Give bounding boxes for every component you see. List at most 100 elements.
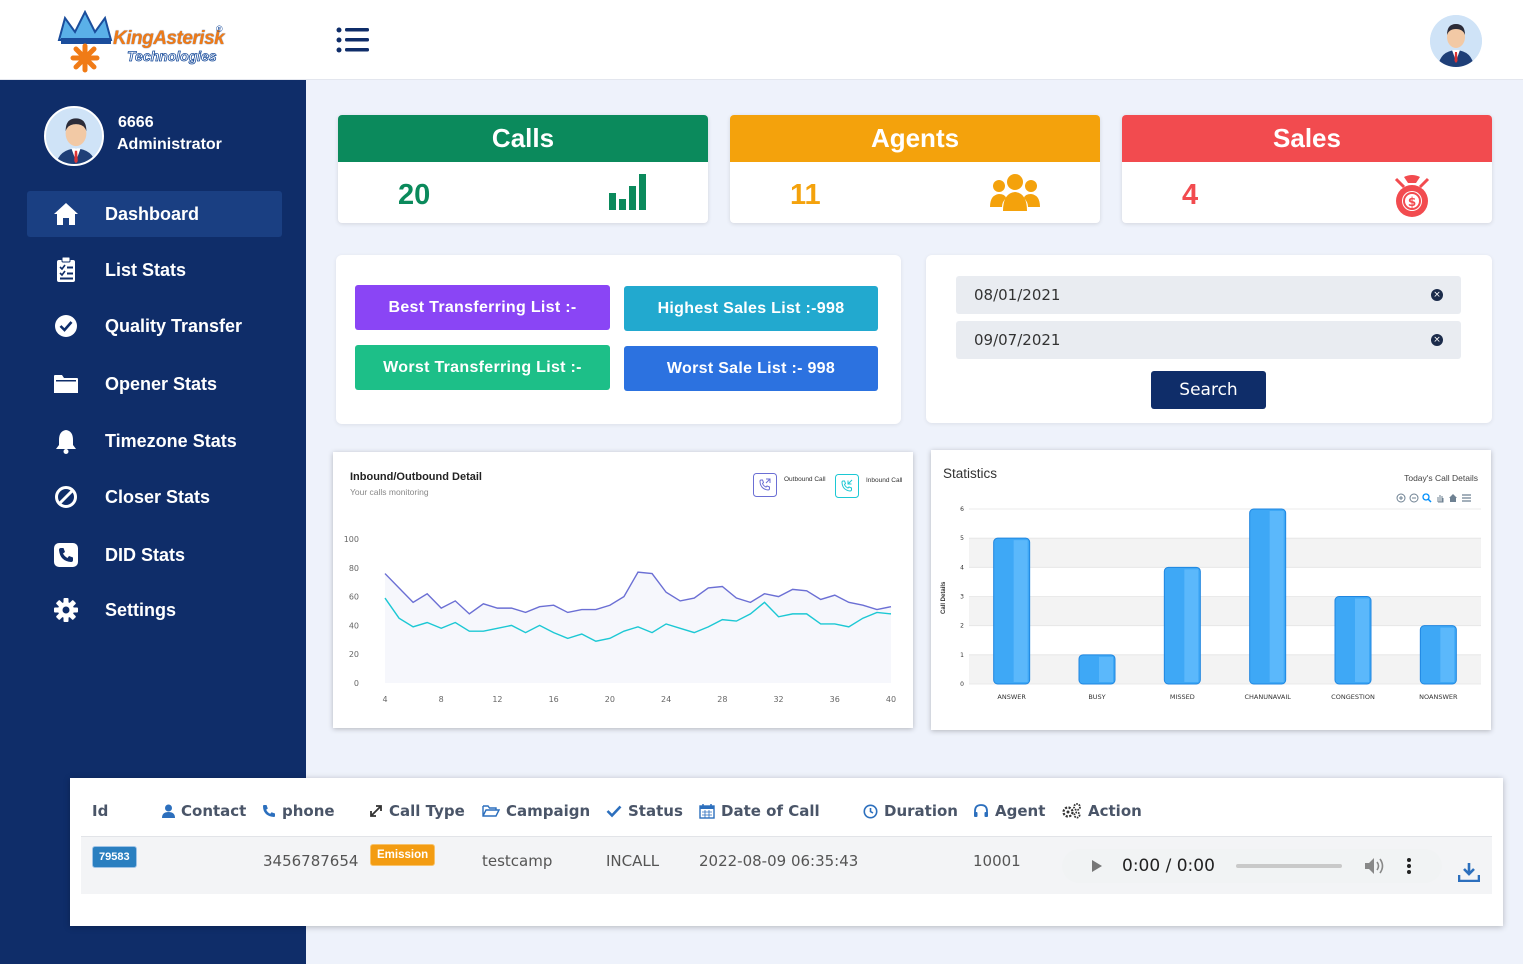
date-to-field[interactable]: 09/07/2021 × — [956, 321, 1461, 359]
x-tick-label: 4 — [382, 695, 387, 704]
bar-highlight — [1099, 656, 1113, 682]
statistics-chart-card: Statistics Today's Call Details Call Det… — [931, 450, 1491, 730]
outbound-call-icon — [753, 473, 777, 497]
svg-text:$: $ — [1408, 195, 1416, 209]
call-id-badge: 79583 — [92, 846, 137, 868]
volume-icon[interactable] — [1364, 857, 1386, 875]
column-header-campaign[interactable]: Campaign — [482, 802, 590, 820]
search-button[interactable]: Search — [1151, 371, 1266, 409]
sidebar-item-dashboard[interactable]: Dashboard — [27, 191, 282, 237]
legend-outbound[interactable]: Outbound Call — [753, 473, 826, 502]
grid-band — [969, 596, 1481, 626]
bar-chart-subtitle: Today's Call Details — [1404, 473, 1478, 483]
highest-sales-list-button[interactable]: Highest Sales List :-998 — [624, 286, 878, 331]
profile-user-id: 6666 — [118, 114, 154, 131]
x-tick-label: 36 — [830, 695, 840, 704]
sidebar-item-label: Opener Stats — [105, 373, 218, 394]
line-chart-plot: 0 20 40 60 80 100 4 8 12 16 20 24 28 32 36 40 — [344, 535, 896, 704]
date-from-value: 08/01/2021 — [974, 286, 1061, 304]
bar-chart-title: Statistics — [943, 466, 998, 481]
cogs-icon — [1062, 803, 1081, 819]
sidebar-item-closer-stats[interactable]: Closer Stats — [27, 474, 282, 520]
clear-date-to-icon[interactable]: × — [1431, 334, 1443, 346]
x-tick-label: 24 — [661, 695, 671, 704]
agents-count: 11 — [790, 179, 821, 211]
clock-icon — [863, 804, 878, 818]
reset-home-icon[interactable] — [1448, 493, 1458, 503]
column-header-action[interactable]: Action — [1062, 802, 1142, 820]
y-tick-label: 0 — [960, 681, 964, 688]
sales-count: 4 — [1182, 179, 1199, 211]
bar-chart-plot: 0 1 2 3 4 5 6 ANSWER BUSY MISSED CHANUNAVAIL CONGES… — [960, 506, 1481, 701]
worst-transferring-list-button[interactable]: Worst Transferring List :- — [355, 345, 610, 390]
logo[interactable]: KingAsterisk ® Technologies — [55, 10, 230, 74]
bar-chart-icon — [608, 173, 648, 216]
line-chart-subtitle: Your calls monitoring — [350, 487, 429, 497]
x-tick-label: 28 — [717, 695, 727, 704]
row-agent: 10001 — [973, 852, 1021, 870]
column-header-status[interactable]: Status — [606, 802, 683, 820]
column-header-phone[interactable]: phone — [262, 802, 335, 820]
home-icon — [53, 201, 79, 227]
ban-icon — [53, 484, 79, 510]
y-tick-label: 0 — [354, 679, 359, 688]
zoom-select-icon[interactable] — [1422, 493, 1432, 503]
sidebar-item-quality-transfer[interactable]: Quality Transfer — [27, 303, 282, 349]
sidebar-item-did-stats[interactable]: DID Stats — [27, 532, 282, 578]
y-tick-label: 6 — [960, 506, 964, 513]
date-from-field[interactable]: 08/01/2021 × — [956, 276, 1461, 314]
sidebar-item-label: Dashboard — [105, 203, 200, 224]
user-avatar[interactable] — [1430, 15, 1482, 67]
column-header-agent[interactable]: Agent — [973, 802, 1045, 820]
best-transferring-list-button[interactable]: Best Transferring List :- — [355, 285, 610, 330]
worst-sale-list-button[interactable]: Worst Sale List :- 998 — [624, 346, 878, 391]
sidebar-item-timezone-stats[interactable]: Timezone Stats — [27, 418, 282, 464]
registered-mark: ® — [216, 24, 223, 34]
column-header-date[interactable]: Date of Call — [699, 802, 820, 820]
y-tick-label: 40 — [349, 621, 359, 630]
menu-toggle-button[interactable] — [336, 26, 370, 54]
clipboard-list-icon — [53, 257, 79, 283]
legend-inbound[interactable]: Inbound Call — [835, 474, 903, 503]
sales-card[interactable]: Sales 4 $ — [1122, 115, 1492, 223]
live-calls-table: Id Contact phone Call Type Campaign Stat… — [70, 778, 1503, 926]
pan-hand-icon[interactable] — [1435, 493, 1445, 503]
grid-band — [969, 654, 1481, 684]
sidebar-item-settings[interactable]: Settings — [27, 587, 282, 633]
folder-icon — [53, 371, 79, 397]
download-icon[interactable] — [1458, 862, 1480, 882]
bar-highlight — [1355, 598, 1369, 682]
agents-card-title: Agents — [730, 115, 1100, 162]
x-tick-label: 12 — [492, 695, 502, 704]
play-icon[interactable] — [1091, 859, 1103, 873]
audio-progress-track[interactable] — [1235, 864, 1342, 868]
crown-logo-icon — [57, 10, 113, 73]
more-options-icon[interactable] — [1406, 857, 1412, 875]
column-header-contact[interactable]: Contact — [162, 802, 246, 820]
series-line-outbound — [384, 571, 892, 615]
hamburger-icon — [336, 27, 369, 53]
inbound-call-icon — [835, 474, 859, 498]
audio-time: 0:00 / 0:00 — [1122, 856, 1215, 876]
sidebar-item-label: Settings — [105, 599, 177, 620]
y-tick-label: 1 — [960, 652, 964, 659]
sidebar-item-opener-stats[interactable]: Opener Stats — [27, 361, 282, 407]
zoom-in-icon[interactable] — [1396, 493, 1406, 503]
zoom-out-icon[interactable] — [1409, 493, 1419, 503]
calls-card[interactable]: Calls 20 — [338, 115, 708, 223]
row-status: INCALL — [606, 852, 660, 870]
clear-date-from-icon[interactable]: × — [1431, 289, 1443, 301]
column-header-id[interactable]: Id — [92, 802, 109, 820]
row-date: 2022-08-09 06:35:43 — [699, 852, 859, 870]
column-header-duration[interactable]: Duration — [863, 802, 958, 820]
y-tick-label: 20 — [349, 650, 359, 659]
money-bag-icon: $ — [1392, 173, 1432, 223]
chart-menu-icon[interactable] — [1461, 493, 1472, 503]
column-header-call-type[interactable]: Call Type — [369, 802, 465, 820]
x-tick-label: BUSY — [1088, 693, 1105, 701]
sidebar-item-list-stats[interactable]: List Stats — [27, 247, 282, 293]
y-tick-label: 80 — [349, 564, 359, 573]
agents-card[interactable]: Agents 11 — [730, 115, 1100, 223]
series-line-inbound — [384, 597, 892, 642]
list-summary-panel: Best Transferring List :- Highest Sales … — [336, 255, 901, 424]
